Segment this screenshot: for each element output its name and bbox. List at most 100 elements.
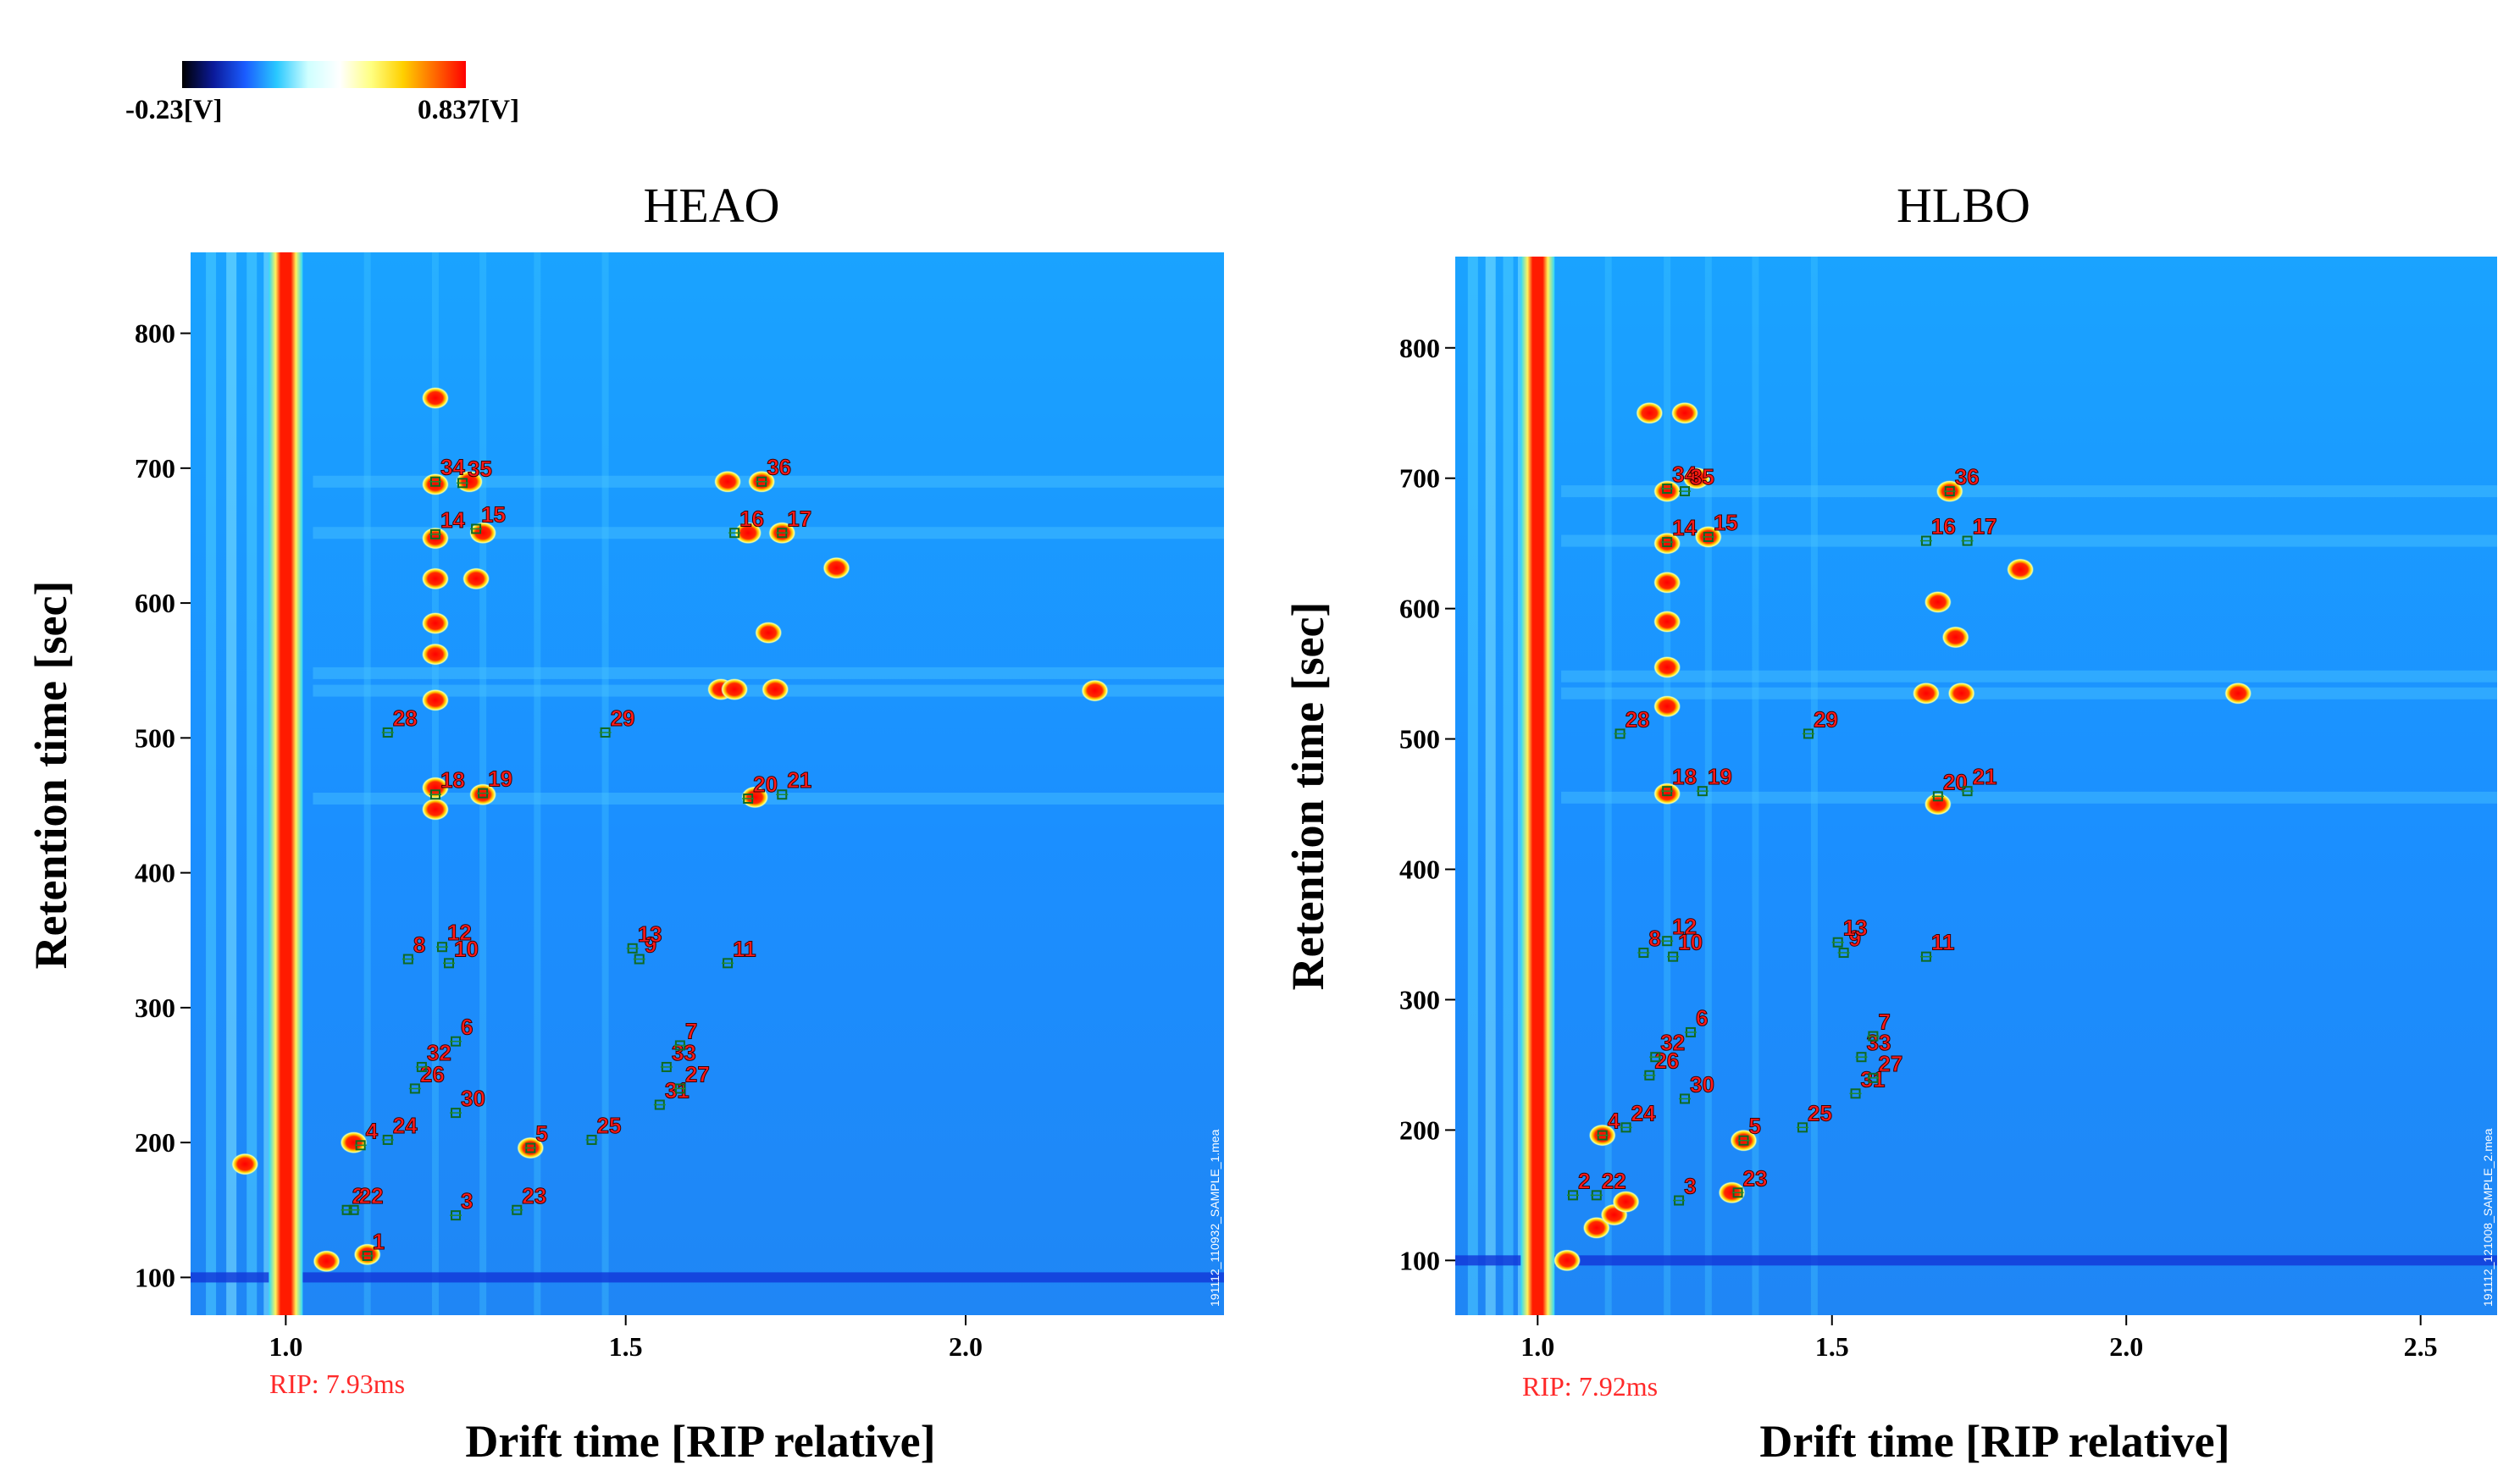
hlbo-hotspot	[1636, 401, 1664, 424]
hlbo-hotspot	[1653, 611, 1681, 633]
heao-hotspot	[421, 387, 449, 410]
heao-peak-label: 26	[420, 1061, 445, 1087]
heao-hotspot	[421, 777, 449, 799]
heao-peak-label: 6	[461, 1015, 473, 1040]
heao-hotspot	[353, 1243, 381, 1266]
hlbo-x-tick-label: 2.0	[2109, 1331, 2143, 1362]
hlbo-heatmap-background	[1455, 257, 2497, 1315]
heao-rip-column	[269, 252, 303, 1315]
heao-peak-label: 2	[352, 1183, 364, 1208]
hlbo-panel: HLBO Retention time [sec] Drift time [RI…	[1282, 178, 2497, 1467]
hlbo-hotspot	[1671, 401, 1699, 424]
hlbo-hotspot	[1924, 590, 1952, 613]
heao-peak-label: 36	[767, 455, 791, 480]
heao-peak-label: 32	[427, 1040, 451, 1065]
hlbo-peak-label: 16	[1931, 514, 1956, 539]
heao-peak-label: 10	[454, 936, 479, 961]
heao-hotspot	[469, 522, 497, 545]
heao-hotspot	[421, 643, 449, 666]
heao-hotspot	[421, 473, 449, 495]
hlbo-y-tick-label: 500	[1399, 724, 1440, 755]
heao-hotspot	[462, 567, 490, 590]
hlbo-vertical-streak	[1704, 257, 1712, 1315]
hlbo-peak-label: 31	[1861, 1066, 1886, 1092]
heao-peak-label: 5	[535, 1121, 547, 1147]
heao-peak-label: 34	[440, 455, 465, 480]
heao-peak-label: 30	[461, 1086, 485, 1111]
heao-vertical-streak	[363, 252, 371, 1315]
heao-x-axis-label: Drift time [RIP relative]	[465, 1416, 935, 1467]
heao-peak-label: 13	[638, 921, 662, 947]
hlbo-y-tick-label: 100	[1399, 1245, 1440, 1275]
heao-y-axis-label: Retention time [sec]	[25, 581, 76, 970]
heao-y-tick-label: 400	[135, 858, 175, 888]
heao-hotspot	[822, 556, 850, 579]
heao-hotspot	[734, 522, 762, 545]
hlbo-y-tick-label: 600	[1399, 594, 1440, 624]
hlbo-hotspot	[2007, 558, 2035, 581]
heao-peak-label: 8	[413, 932, 425, 958]
colorbar-gradient	[182, 61, 466, 88]
hlbo-peak-label: 3	[1684, 1174, 1696, 1199]
heao-y-tick-label: 600	[135, 588, 175, 618]
hlbo-peak-label: 10	[1678, 930, 1703, 955]
hlbo-peak-label: 22	[1602, 1168, 1626, 1193]
heao-hotspot	[469, 783, 497, 806]
hlbo-hotspot	[1653, 655, 1681, 678]
colorbar-max-label: 0.837[V]	[418, 95, 519, 125]
heao-peak-label: 29	[611, 705, 635, 731]
hlbo-hotspot	[1912, 682, 1940, 705]
hlbo-vertical-streak	[1467, 257, 1478, 1315]
hlbo-hotspot	[2224, 682, 2252, 705]
heao-x-tick-label: 1.0	[269, 1331, 302, 1362]
hlbo-y-tick-label: 700	[1399, 463, 1440, 494]
hlbo-peak-label: 25	[1808, 1100, 1832, 1125]
hlbo-peak-label: 4	[1608, 1109, 1620, 1134]
heao-heatmap-background	[191, 252, 1224, 1315]
hlbo-vertical-streak	[1810, 257, 1818, 1315]
hlbo-peak-label: 27	[1878, 1051, 1902, 1076]
hlbo-peak-label: 30	[1690, 1071, 1714, 1097]
hlbo-peak-label: 13	[1843, 915, 1868, 941]
hlbo-y-axis-label: Retention time [sec]	[1282, 602, 1333, 991]
hlbo-hotspot	[1653, 782, 1681, 805]
hlbo-title: HLBO	[1897, 178, 2030, 233]
heao-hotspot	[714, 470, 742, 493]
hlbo-horizontal-band	[1561, 485, 2497, 498]
hlbo-peak-label: 15	[1714, 510, 1738, 535]
heao-hotspot	[231, 1153, 259, 1175]
heao-horizontal-band	[191, 1272, 1224, 1283]
hlbo-y-ticks: 100 200 300 400 500 600 700 800	[1399, 333, 1455, 1275]
heao-peak-label: 25	[597, 1113, 622, 1138]
colorbar: -0.23[V] 0.837[V]	[125, 61, 519, 125]
heao-peak-label: 18	[440, 767, 465, 793]
heao-peak-label: 17	[787, 506, 811, 531]
heao-peak-label: 14	[440, 507, 465, 533]
heao-hotspot	[421, 611, 449, 634]
hlbo-peak-label: 7	[1878, 1009, 1890, 1035]
heao-peak-label: 24	[393, 1113, 418, 1138]
hlbo-y-tick-label: 800	[1399, 333, 1440, 363]
hlbo-y-tick-label: 400	[1399, 854, 1440, 885]
heao-hotspot	[755, 622, 783, 644]
heao-hotspot	[721, 678, 749, 701]
heao-peak-label: 1	[373, 1229, 385, 1254]
hlbo-x-tick-label: 1.0	[1520, 1331, 1554, 1362]
heao-hotspot	[421, 567, 449, 590]
hlbo-vertical-streak	[1752, 257, 1759, 1315]
heao-peak-label: 4	[366, 1118, 379, 1143]
hlbo-peak-label: 36	[1955, 464, 1980, 489]
hlbo-hotspot	[1653, 571, 1681, 594]
hlbo-peak-label: 29	[1814, 706, 1838, 732]
heao-peak-label: 19	[488, 766, 512, 792]
hlbo-peak-label: 2	[1578, 1168, 1590, 1193]
hlbo-y-tick-label: 300	[1399, 984, 1440, 1015]
hlbo-peak-label: 35	[1690, 464, 1714, 489]
hlbo-vertical-streak	[1604, 257, 1612, 1315]
heao-horizontal-band	[313, 666, 1224, 679]
heao-footer-label: 191112_110932_SAMPLE_1.mea	[1208, 1129, 1221, 1307]
hlbo-x-ticks: 1.0 1.5 2.0 2.5	[1520, 1315, 2438, 1362]
hlbo-peak-label: 23	[1743, 1165, 1768, 1191]
